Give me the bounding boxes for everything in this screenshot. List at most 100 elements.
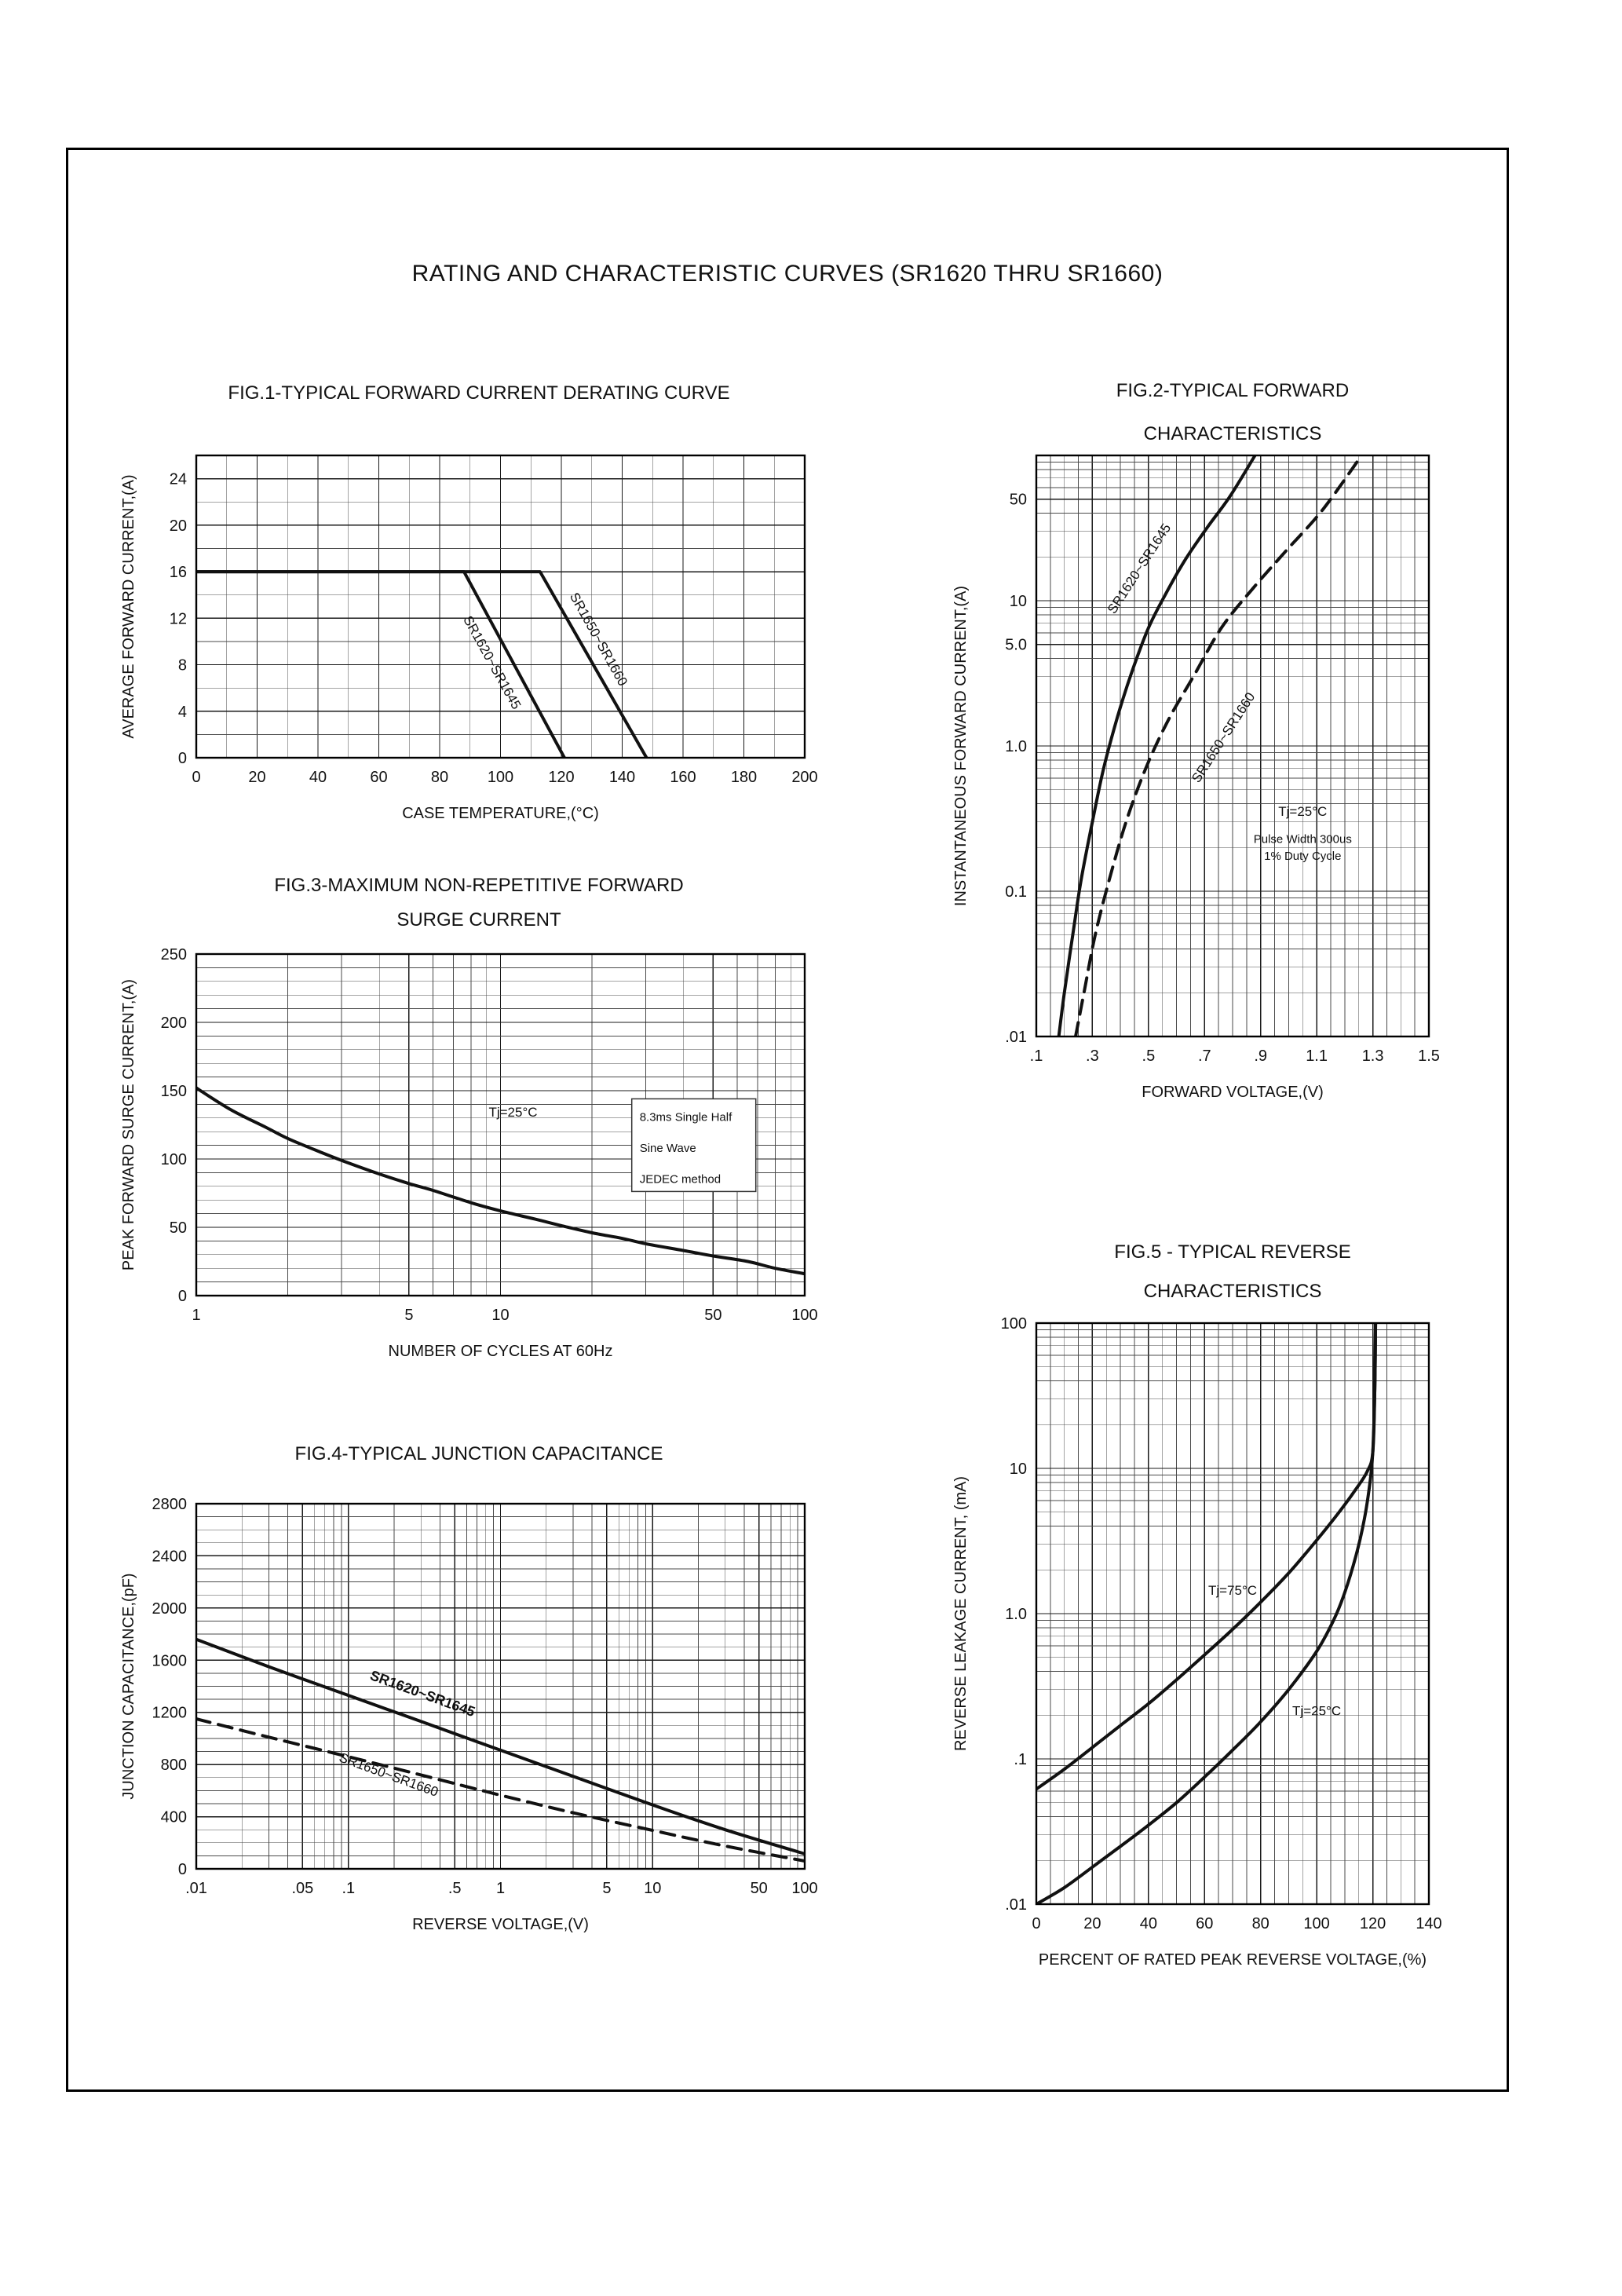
y-tick-label: 100: [161, 1151, 187, 1168]
y-axis-label: AVERAGE FORWARD CURRENT,(A): [120, 474, 137, 738]
x-tick-label: .7: [1198, 1047, 1211, 1065]
y-axis-label: INSTANTANEOUS FORWARD CURRENT,(A): [952, 586, 970, 906]
plot-border: [195, 952, 806, 1297]
x-tick-label: 120: [548, 769, 574, 786]
annotation-text: Pulse Width 300us: [1254, 833, 1352, 846]
x-tick-label: 50: [751, 1880, 768, 1897]
annotation-box-line: JEDEC method: [640, 1172, 721, 1186]
x-tick-label: 80: [1252, 1915, 1269, 1932]
y-axis-label: REVERSE LEAKAGE CURRENT, (mA): [952, 1476, 970, 1751]
x-axis-label: FORWARD VOLTAGE,(V): [1142, 1084, 1324, 1101]
y-tick-label: 24: [170, 471, 187, 488]
y-tick-label: 2400: [152, 1548, 188, 1565]
fig5-reverse-characteristics-chart: 0 20 40 60 80 100 120 140 100 10 1.0 .1 .01 PERCENT O…: [952, 1315, 1442, 1969]
curve-label: SR1650~SR1660: [1189, 689, 1258, 785]
x-tick-label: 0: [1032, 1915, 1040, 1932]
y-tick-label: 50: [170, 1219, 187, 1237]
y-tick-label: 10: [1010, 1461, 1027, 1478]
fig3-title-line2: SURGE CURRENT: [396, 909, 561, 930]
fig5-title-line1: FIG.5 - TYPICAL REVERSE: [1114, 1241, 1351, 1263]
x-tick-label: 160: [670, 769, 696, 786]
curve-surge-current: [196, 1086, 805, 1276]
x-tick-label: .1: [1030, 1047, 1043, 1065]
annotation-text: Tj=25°C: [488, 1105, 537, 1120]
x-tick-label: 5: [404, 1307, 413, 1324]
plot-border: [195, 454, 806, 759]
y-tick-label: 400: [161, 1809, 187, 1826]
x-axis-label: REVERSE VOLTAGE,(V): [412, 1916, 589, 1933]
x-tick-label: 140: [609, 769, 635, 786]
y-tick-label: 2800: [152, 1496, 188, 1513]
y-tick-label: 10: [1010, 593, 1027, 610]
x-axis-label: PERCENT OF RATED PEAK REVERSE VOLTAGE,(%…: [1039, 1951, 1427, 1969]
plot-border: [1035, 1322, 1430, 1906]
x-tick-label: .01: [185, 1880, 207, 1897]
x-axis-label: NUMBER OF CYCLES AT 60Hz: [389, 1343, 613, 1360]
x-tick-label: 20: [1083, 1915, 1101, 1932]
y-tick-label: 0: [178, 1288, 187, 1305]
y-tick-label: 150: [161, 1083, 187, 1100]
y-tick-label: 0: [178, 1861, 187, 1878]
x-axis-label: CASE TEMPERATURE,(°C): [402, 805, 599, 822]
fig1-title: FIG.1-TYPICAL FORWARD CURRENT DERATING C…: [110, 382, 848, 404]
x-tick-label: .3: [1086, 1047, 1099, 1065]
x-tick-label: 60: [370, 769, 387, 786]
x-tick-label: 1.3: [1362, 1047, 1384, 1065]
annotation-text: Tj=25°C: [1278, 804, 1327, 819]
x-tick-label: 60: [1196, 1915, 1213, 1932]
y-tick-label: 1200: [152, 1705, 188, 1722]
x-tick-label: .05: [291, 1880, 313, 1897]
y-tick-label: 12: [170, 610, 187, 627]
page-title: RATING AND CHARACTERISTIC CURVES (SR1620…: [411, 261, 1164, 287]
x-tick-label: 100: [1303, 1915, 1329, 1932]
y-tick-label: 1.0: [1005, 738, 1027, 755]
y-tick-label: 200: [161, 1015, 187, 1032]
x-tick-label: 1: [192, 1307, 200, 1324]
y-tick-label: 1.0: [1005, 1606, 1027, 1623]
x-tick-label: 100: [791, 1307, 817, 1324]
curve-Tj=75°C: [1036, 1323, 1378, 1791]
y-tick-label: 4: [178, 704, 187, 721]
x-tick-label: 1: [496, 1880, 505, 1897]
x-tick-label: 1.1: [1306, 1047, 1328, 1065]
x-tick-label: 0: [192, 769, 200, 786]
y-tick-label: 800: [161, 1757, 187, 1774]
fig2-title-line2: CHARACTERISTICS: [1143, 423, 1322, 444]
y-tick-label: 8: [178, 657, 187, 675]
curve-SR1650~SR1660: [196, 1717, 805, 1863]
annotation-box-line: Sine Wave: [640, 1142, 696, 1155]
y-tick-label: 100: [1001, 1315, 1027, 1333]
fig3-surge-current-chart: 1 5 10 50 100 0 50 100 150 200 250 NUMBER OF CYCLES…: [120, 946, 818, 1360]
curve-SR1650~SR1660: [1074, 455, 1364, 1036]
x-tick-label: 40: [1140, 1915, 1157, 1932]
y-tick-label: .01: [1005, 1029, 1027, 1046]
y-tick-label: .1: [1014, 1751, 1027, 1768]
x-tick-label: 20: [248, 769, 265, 786]
curve-Tj=25°C: [1036, 1323, 1378, 1904]
x-tick-label: 140: [1416, 1915, 1441, 1932]
plot-border: [195, 1502, 806, 1870]
y-axis-label: JUNCTION CAPACITANCE,(pF): [120, 1573, 137, 1799]
x-tick-label: 10: [644, 1880, 661, 1897]
x-tick-label: 120: [1360, 1915, 1386, 1932]
y-tick-label: 0.1: [1005, 883, 1027, 901]
fig5-title: FIG.5 - TYPICAL REVERSE CHARACTERISTICS: [974, 1233, 1492, 1311]
fig3-title: FIG.3-MAXIMUM NON-REPETITIVE FORWARD SUR…: [110, 868, 848, 938]
y-tick-label: 250: [161, 946, 187, 963]
curve-label: Tj=25°C: [1292, 1703, 1341, 1718]
fig1-title-line1: FIG.1-TYPICAL FORWARD CURRENT DERATING C…: [228, 382, 730, 404]
x-tick-label: 180: [731, 769, 757, 786]
page-border: [66, 148, 1509, 2092]
y-tick-label: .01: [1005, 1896, 1027, 1914]
fig3-title-line1: FIG.3-MAXIMUM NON-REPETITIVE FORWARD: [274, 875, 684, 896]
y-tick-label: 50: [1010, 492, 1027, 509]
curve-SR1620~SR1645: [196, 1637, 805, 1855]
annotation-text: 1% Duty Cycle: [1264, 850, 1341, 863]
x-tick-label: 80: [431, 769, 448, 786]
curve-label: SR1620~SR1645: [1105, 521, 1174, 616]
fig2-forward-characteristics-chart: .1 .3 .5 .7 .9 1.1 1.3 1.5 50 10 5.0 1.0 0.1 .01 FORWA…: [952, 454, 1440, 1101]
x-tick-label: 5: [602, 1880, 611, 1897]
y-tick-label: 20: [170, 517, 187, 535]
y-tick-label: 5.0: [1005, 637, 1027, 654]
